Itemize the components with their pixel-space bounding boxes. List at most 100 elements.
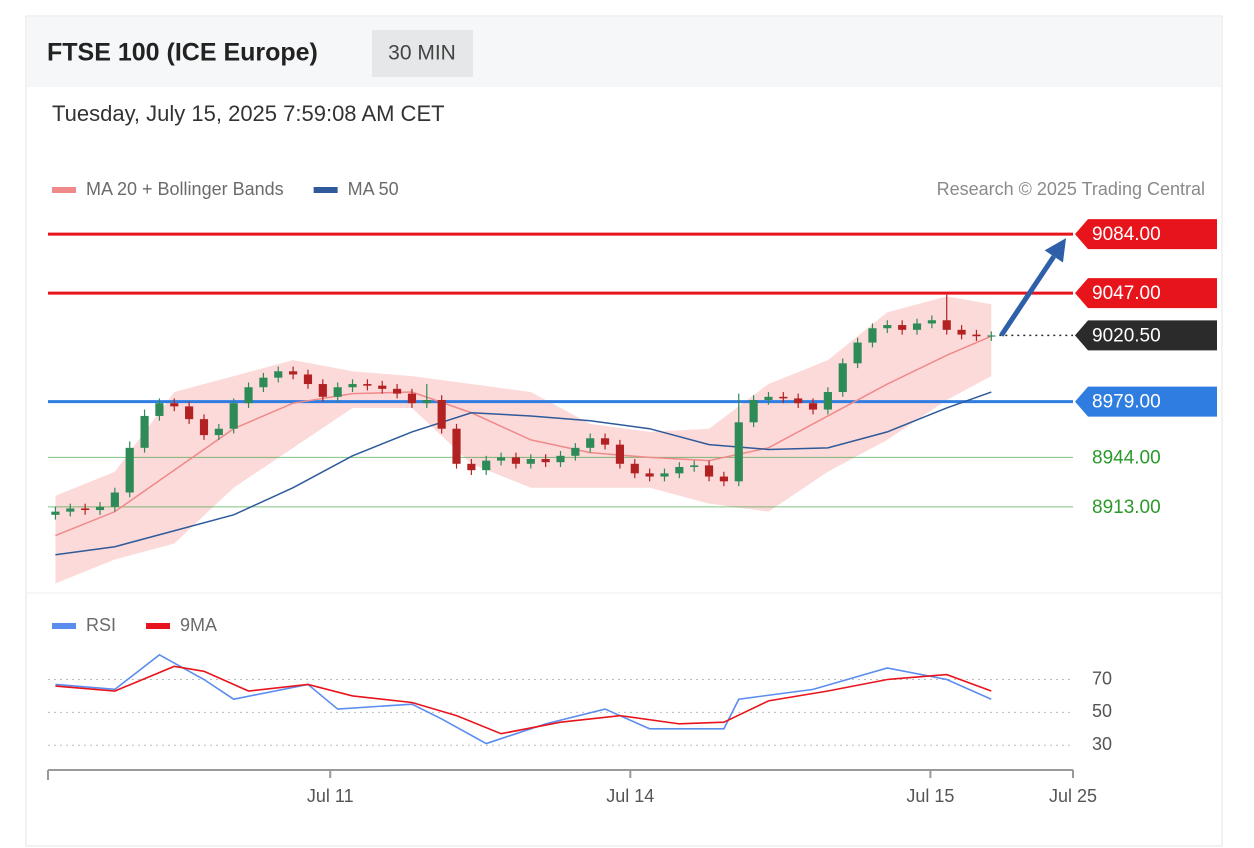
candle-body bbox=[883, 325, 892, 329]
candle-body bbox=[675, 466, 684, 474]
candle-body bbox=[214, 428, 223, 436]
candle-body bbox=[318, 384, 327, 397]
candle-body bbox=[81, 508, 90, 511]
source: Research © 2025 Trading Central bbox=[937, 179, 1205, 199]
candle-body bbox=[229, 403, 238, 429]
candle-body bbox=[467, 463, 476, 471]
moving-average bbox=[55, 335, 992, 537]
legend-label: MA 20 + Bollinger Bands bbox=[86, 179, 284, 199]
candle-body bbox=[764, 396, 773, 400]
x-tick-label: Jul 15 bbox=[906, 786, 954, 806]
candle-body bbox=[838, 363, 847, 393]
candle-body bbox=[482, 460, 491, 471]
candle-body bbox=[734, 422, 743, 482]
candle-body bbox=[333, 387, 342, 397]
candle-body bbox=[125, 447, 134, 493]
candle-body bbox=[823, 392, 832, 410]
forecast-arrowhead bbox=[1044, 238, 1066, 263]
candle-body bbox=[808, 403, 818, 410]
candle-body bbox=[348, 384, 357, 388]
y-tick-label: 30 bbox=[1092, 734, 1112, 754]
indicator-line bbox=[55, 653, 992, 745]
x-tick-label: Jul 14 bbox=[606, 786, 654, 806]
header-bar bbox=[27, 17, 1221, 87]
y-tick-label: 70 bbox=[1092, 668, 1112, 688]
candle-body bbox=[110, 492, 119, 507]
candle-body bbox=[749, 400, 758, 423]
legend-label: MA 50 bbox=[348, 179, 399, 199]
candle-body bbox=[868, 328, 877, 343]
candle-body bbox=[363, 384, 372, 386]
candle-body bbox=[393, 388, 402, 394]
legend-label: 9MA bbox=[180, 615, 217, 635]
candle-body bbox=[556, 455, 565, 463]
candle-body bbox=[199, 419, 209, 436]
candle-body bbox=[496, 457, 506, 461]
candle-body bbox=[972, 334, 981, 337]
chart-title: FTSE 100 (ICE Europe) bbox=[47, 39, 318, 67]
forecast-arrow bbox=[999, 255, 1056, 337]
x-tick-label: Jul 11 bbox=[307, 786, 354, 806]
candle-body bbox=[511, 457, 521, 464]
level-label: 8979.00 bbox=[1092, 392, 1161, 413]
candle-body bbox=[155, 403, 164, 416]
level-label: 8944.00 bbox=[1092, 447, 1161, 468]
candle-body bbox=[51, 511, 60, 515]
candle-body bbox=[630, 463, 639, 474]
candle-body bbox=[586, 438, 595, 448]
candle-body bbox=[437, 400, 446, 429]
candle-body bbox=[303, 374, 313, 385]
candle-body bbox=[779, 396, 788, 399]
candle-body bbox=[898, 325, 907, 330]
candle-body bbox=[942, 320, 951, 330]
level-tag bbox=[1075, 386, 1217, 417]
level-tag bbox=[1075, 219, 1217, 250]
legend-label: RSI bbox=[86, 615, 116, 635]
candle-body bbox=[95, 506, 105, 511]
candle-body bbox=[526, 459, 535, 464]
x-tick-label: Jul 25 bbox=[1049, 786, 1097, 806]
timeframe: 30 MIN bbox=[388, 42, 456, 65]
moving-average bbox=[55, 391, 992, 556]
indicator-line bbox=[55, 665, 992, 735]
candle-body bbox=[274, 371, 283, 378]
level-tag bbox=[1075, 320, 1217, 351]
candle-body bbox=[987, 335, 996, 337]
candle-body bbox=[244, 387, 253, 404]
candle-body bbox=[378, 385, 387, 389]
level-label: 8913.00 bbox=[1092, 497, 1161, 518]
candle-body bbox=[185, 406, 194, 420]
level-label: 9020.50 bbox=[1092, 325, 1161, 346]
candle-body bbox=[927, 320, 936, 324]
timeframe-badge bbox=[372, 30, 473, 77]
candle-body bbox=[422, 400, 431, 404]
candle-body bbox=[571, 447, 580, 456]
candle-body bbox=[541, 459, 550, 463]
candle-body bbox=[140, 415, 149, 448]
y-tick-label: 50 bbox=[1092, 701, 1112, 721]
candle-body bbox=[853, 342, 862, 364]
candle-body bbox=[289, 371, 298, 375]
bollinger-band bbox=[55, 296, 992, 584]
date-time: Tuesday, July 15, 2025 7:59:08 AM CET bbox=[52, 101, 445, 126]
candle-body bbox=[690, 465, 699, 467]
candle-body bbox=[912, 323, 922, 330]
candle-body bbox=[66, 508, 75, 512]
candle-body bbox=[407, 393, 417, 404]
candle-body bbox=[794, 398, 803, 404]
candle-body bbox=[957, 329, 966, 335]
level-label: 9084.00 bbox=[1092, 224, 1161, 245]
candle-body bbox=[452, 428, 461, 464]
level-label: 9047.00 bbox=[1092, 283, 1161, 304]
candle-body bbox=[660, 473, 669, 477]
candle-body bbox=[615, 444, 625, 464]
candle-body bbox=[259, 377, 268, 388]
candle-body bbox=[704, 465, 714, 477]
candle-body bbox=[600, 438, 610, 445]
candle-body bbox=[645, 473, 654, 477]
candle-body bbox=[719, 476, 728, 482]
level-tag bbox=[1075, 278, 1217, 309]
candle-body bbox=[170, 403, 179, 407]
